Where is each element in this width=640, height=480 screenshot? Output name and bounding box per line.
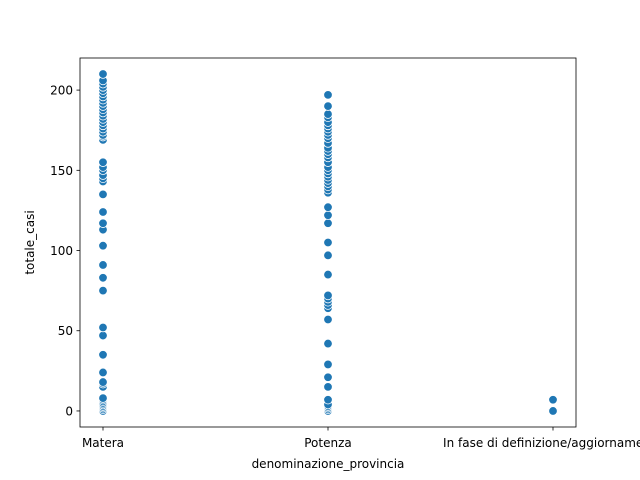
data-point [323, 202, 333, 212]
data-point [323, 237, 333, 248]
x-tick-label: In fase di definizione/aggiornamento [443, 436, 640, 450]
data-point [98, 350, 108, 360]
x-axis-ticks: Matera Potenza In fase di definizione/aggi… [82, 427, 640, 450]
data-point [98, 189, 108, 200]
data-point [98, 241, 108, 251]
data-point [323, 372, 333, 382]
data-point [98, 322, 108, 333]
y-tick-label: 0 [65, 404, 73, 418]
data-point [98, 69, 108, 79]
data-point [98, 273, 108, 283]
data-point [98, 218, 108, 228]
data-point [98, 393, 108, 403]
data-point [323, 395, 333, 405]
y-axis-ticks: 0 50 100 150 200 [50, 84, 80, 418]
data-points [98, 69, 558, 416]
x-tick-label: Potenza [304, 436, 352, 450]
y-tick-label: 50 [58, 324, 73, 338]
data-point [323, 290, 333, 301]
data-point [548, 395, 558, 405]
data-point [323, 250, 333, 261]
data-point [323, 338, 333, 349]
data-point [98, 285, 108, 296]
data-point [323, 90, 333, 100]
data-point [323, 269, 333, 280]
x-axis-label: denominazione_provincia [252, 457, 405, 471]
data-point [98, 377, 108, 387]
data-point [323, 314, 333, 325]
data-point [323, 382, 333, 392]
data-point [323, 210, 333, 220]
data-point [98, 330, 108, 341]
data-point [323, 359, 333, 370]
y-tick-label: 150 [50, 164, 73, 178]
data-point [323, 218, 333, 228]
data-point [98, 157, 108, 167]
data-point [323, 101, 333, 111]
data-point [98, 207, 108, 217]
data-point [98, 367, 108, 378]
y-axis-label: totale_casi [23, 210, 37, 274]
y-tick-label: 200 [50, 84, 73, 98]
y-tick-label: 100 [50, 244, 73, 258]
data-point [98, 260, 108, 270]
data-point [323, 109, 333, 119]
data-point [548, 406, 558, 416]
x-tick-label: Matera [82, 436, 124, 450]
